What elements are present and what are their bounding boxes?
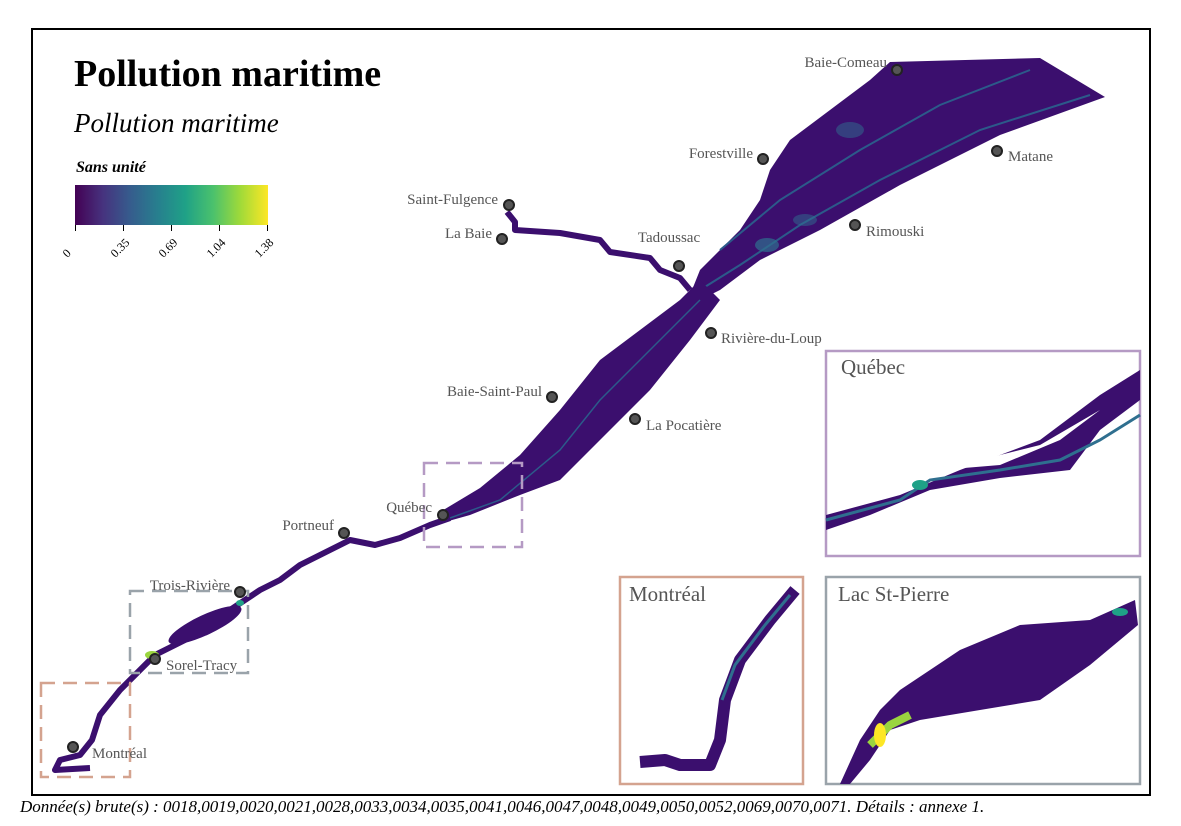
inset-label-montreal: Montréal — [629, 582, 706, 606]
legend-colorbar — [75, 185, 268, 225]
city-sorel-tracy: Sorel-Tracy — [149, 653, 238, 674]
city-label: Tadoussac — [638, 230, 701, 246]
legend-title: Sans unité — [76, 159, 146, 176]
legend-tick — [123, 225, 124, 231]
city-label: Baie-Saint-Paul — [447, 384, 542, 400]
city-label: Rivière-du-Loup — [721, 331, 822, 347]
legend-tick — [219, 225, 220, 231]
city-label: Montréal — [92, 746, 147, 762]
city-label: Saint-Fulgence — [407, 192, 498, 208]
city-markers: Baie-Comeau Forestville Matane Saint-Ful… — [67, 55, 1053, 762]
lac-st-pierre — [168, 605, 242, 645]
city-matane: Matane — [991, 145, 1053, 165]
shipping-lane-2 — [719, 69, 1031, 251]
map-subtitle: Pollution maritime — [74, 108, 279, 138]
legend-tick — [75, 225, 76, 231]
city-saint-fulgence: Saint-Fulgence — [407, 192, 515, 211]
locator-box-quebec — [422, 461, 524, 549]
city-label: Trois-Rivière — [150, 578, 231, 594]
inset-label-lac-st-pierre: Lac St-Pierre — [838, 582, 950, 606]
city-label: Matane — [1008, 149, 1053, 165]
river-geometry — [52, 58, 1105, 773]
inset-label-quebec: Québec — [841, 355, 906, 379]
hotspot-trois — [236, 600, 244, 606]
estuary-lower — [690, 58, 1105, 300]
map-title: Pollution maritime — [74, 53, 382, 95]
locator-box-montreal — [39, 681, 132, 779]
city-label: Québec — [386, 500, 432, 516]
shipping-lane-3 — [449, 299, 701, 519]
legend-tick — [171, 225, 172, 231]
city-forestville: Forestville — [689, 146, 769, 165]
city-montreal: Montréal — [67, 741, 147, 762]
saguenay-fjord — [504, 210, 693, 292]
city-trois-riviere: Trois-Rivière — [150, 578, 246, 598]
city-riviere-du-loup: Rivière-du-Loup — [705, 327, 822, 347]
city-la-baie: La Baie — [445, 226, 508, 245]
data-source-footer: Donnée(s) brute(s) : 0018,0019,0020,0021… — [20, 797, 985, 816]
inset-quebec — [824, 349, 1142, 558]
inset-montreal — [618, 575, 805, 786]
city-portneuf: Portneuf — [282, 518, 350, 539]
city-baie-saint-paul: Baie-Saint-Paul — [447, 384, 558, 403]
locator-box-lac-st-pierre — [128, 589, 250, 675]
city-tadoussac: Tadoussac — [638, 230, 701, 272]
city-label: La Baie — [445, 226, 492, 242]
city-label: Baie-Comeau — [805, 55, 888, 71]
city-rimouski: Rimouski — [849, 219, 924, 240]
pollution-patch — [836, 122, 864, 138]
city-label: La Pocatière — [646, 418, 722, 434]
river-upstream — [52, 515, 451, 773]
inset-lac-st-pierre — [824, 575, 1142, 786]
pollution-patch — [755, 238, 779, 252]
city-baie-comeau: Baie-Comeau — [805, 55, 903, 76]
city-quebec: Québec — [386, 500, 449, 521]
city-label: Rimouski — [866, 224, 924, 240]
city-label: Portneuf — [282, 518, 334, 534]
pollution-patch — [793, 214, 817, 226]
shipping-lane-1 — [699, 94, 1091, 291]
city-label: Forestville — [689, 146, 754, 162]
estuary-upper — [440, 280, 720, 522]
map-frame — [31, 28, 1151, 796]
city-la-pocatiere: La Pocatière — [629, 413, 722, 434]
legend-tick — [267, 225, 268, 231]
city-label: Sorel-Tracy — [166, 658, 238, 674]
